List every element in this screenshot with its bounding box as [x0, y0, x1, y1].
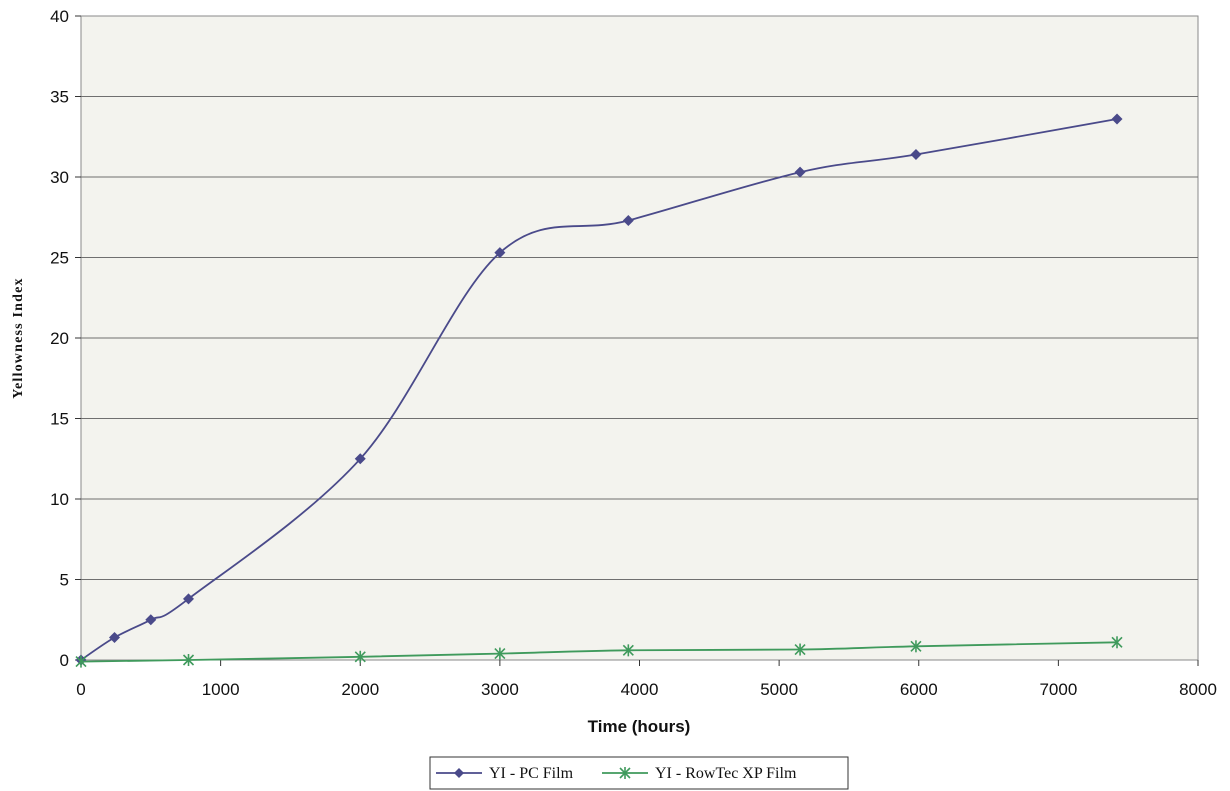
data-point — [354, 453, 366, 465]
data-point — [494, 647, 506, 660]
x-tick-label: 3000 — [481, 680, 519, 699]
x-tick-label: 8000 — [1179, 680, 1217, 699]
legend-marker-rowtec-film — [619, 767, 631, 779]
y-axis-ticks: 0 5 10 15 20 25 30 35 40 — [50, 7, 81, 670]
x-axis-label: Time (hours) — [588, 717, 691, 736]
x-tick-label: 2000 — [341, 680, 379, 699]
y-tick-label: 40 — [50, 7, 69, 26]
y-axis-label: Yellowness Index — [11, 277, 26, 399]
x-tick-label: 5000 — [760, 680, 798, 699]
data-point — [1111, 113, 1123, 125]
data-point — [622, 644, 634, 657]
data-point — [910, 148, 922, 160]
legend-marker-pc-film — [454, 768, 464, 778]
data-point — [622, 214, 634, 226]
y-tick-label: 30 — [50, 168, 69, 187]
data-point — [75, 655, 87, 668]
data-point — [183, 593, 195, 605]
data-point — [794, 643, 806, 656]
y-tick-label: 5 — [60, 571, 69, 590]
x-tick-label: 4000 — [621, 680, 659, 699]
x-tick-label: 6000 — [900, 680, 938, 699]
legend-label-rowtec-film: YI - RowTec XP Film — [655, 765, 797, 782]
y-tick-label: 25 — [50, 249, 69, 268]
grid — [81, 96, 1198, 580]
y-tick-label: 35 — [50, 88, 69, 107]
x-tick-label: 0 — [76, 680, 85, 699]
y-tick-label: 20 — [50, 329, 69, 348]
y-tick-label: 0 — [60, 651, 69, 670]
data-point — [182, 654, 195, 666]
x-tick-label: 7000 — [1039, 680, 1077, 699]
y-tick-label: 10 — [50, 490, 69, 509]
data-point — [145, 614, 157, 626]
x-axis-ticks: 0 1000 2000 3000 4000 5000 6000 7000 8000 — [76, 660, 1217, 699]
data-point — [910, 640, 922, 653]
data-point — [494, 247, 506, 259]
data-point — [1111, 636, 1123, 649]
legend-label-pc-film: YI - PC Film — [489, 765, 574, 782]
data-point — [354, 650, 366, 663]
legend: YI - PC Film YI - RowTec XP Film — [429, 756, 849, 790]
y-tick-label: 15 — [50, 410, 69, 429]
series-1 — [75, 636, 1123, 668]
series-group — [75, 113, 1123, 668]
data-point — [109, 631, 121, 643]
data-point — [794, 166, 806, 178]
x-tick-label: 1000 — [202, 680, 240, 699]
